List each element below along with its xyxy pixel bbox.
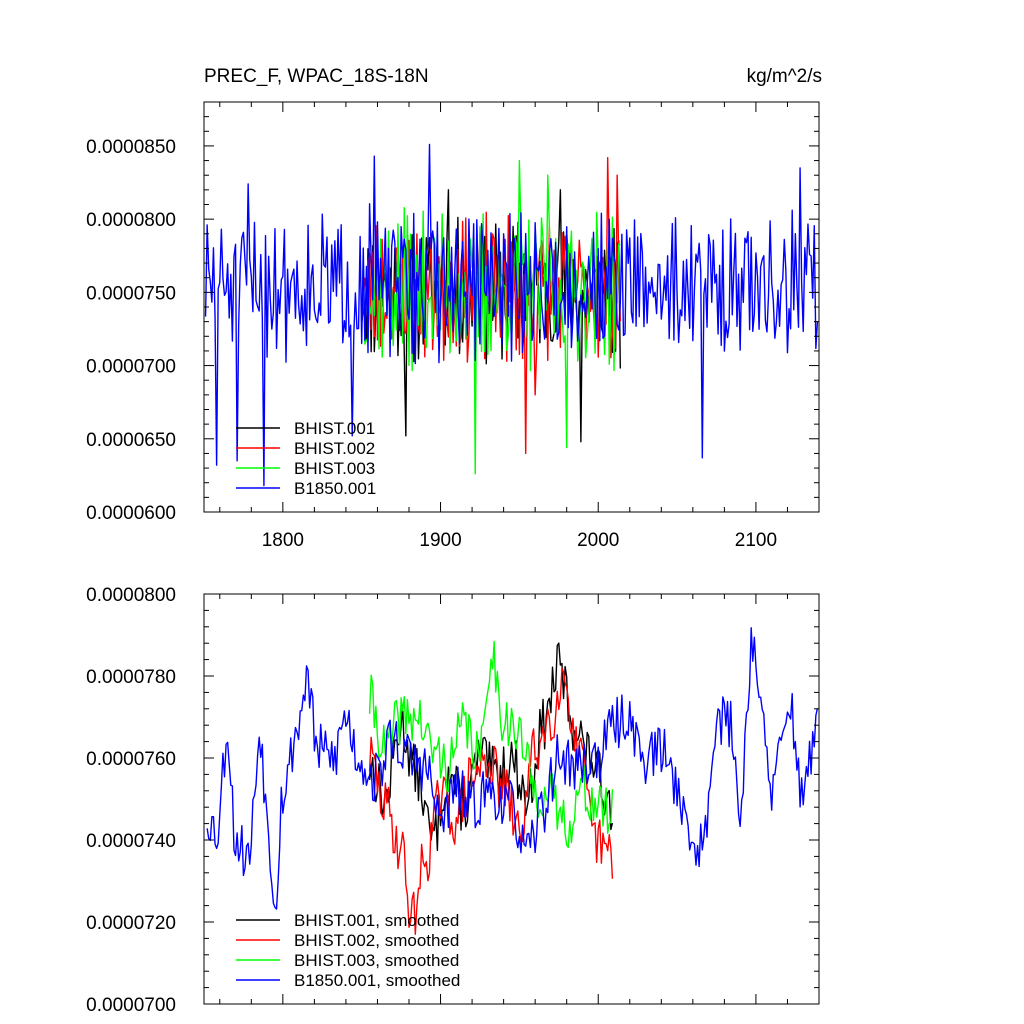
y-tick-label: 0.0000750	[86, 283, 176, 304]
legend-label: BHIST.003, smoothed	[294, 951, 459, 970]
series-line-bhist-002-smoothed	[368, 667, 614, 935]
top-panel-title: PREC_F, WPAC_18S-18N	[204, 66, 429, 87]
x-tick-label: 1800	[262, 530, 304, 551]
x-tick-label: 1900	[419, 530, 461, 551]
y-tick-label: 0.0000650	[86, 430, 176, 451]
x-tick-label: 2000	[577, 530, 619, 551]
y-tick-label: 0.0000760	[86, 749, 176, 770]
legend-label: B1850.001, smoothed	[294, 971, 460, 990]
y-tick-label: 0.0000800	[86, 585, 176, 606]
bottom-panel: 0.0000700 0.0000720 0.0000740 0.0000760 0.00…	[86, 585, 820, 1016]
top-panel-ticks	[204, 101, 820, 513]
series-line-bhist-003-smoothed	[368, 640, 614, 849]
top-panel-series-layer	[204, 143, 819, 487]
x-tick-label: 2100	[735, 530, 777, 551]
y-tick-label: 0.0000740	[86, 831, 176, 852]
y-tick-label: 0.0000600	[86, 503, 176, 524]
top-panel-tick-labels: 1800 1900 2000 2100 0.0000600 0.0000650 0.0000…	[86, 137, 777, 551]
y-tick-label: 0.0000800	[86, 210, 176, 231]
legend-label: BHIST.001, smoothed	[294, 911, 459, 930]
bottom-panel-series-layer	[206, 627, 819, 935]
bottom-panel-plot-area	[206, 627, 819, 935]
top-panel: PREC_F, WPAC_18S-18N kg/m^2/s 1800 1900 20…	[86, 66, 822, 551]
legend-label: BHIST.001	[294, 419, 375, 438]
bottom-panel-ticks	[204, 593, 820, 1005]
bottom-panel-tick-labels: 0.0000700 0.0000720 0.0000740 0.0000760 0.00…	[86, 585, 176, 1016]
y-tick-label: 0.0000700	[86, 357, 176, 378]
legend-label: BHIST.002	[294, 439, 375, 458]
series-line-b1850-001-smoothed	[206, 627, 819, 910]
legend-label: BHIST.003	[294, 459, 375, 478]
top-panel-plot-area	[204, 143, 819, 487]
legend-label: BHIST.002, smoothed	[294, 931, 459, 950]
top-panel-units: kg/m^2/s	[747, 66, 822, 87]
y-tick-label: 0.0000780	[86, 667, 176, 688]
series-line-b1850-001	[204, 143, 819, 487]
bottom-panel-frame	[203, 593, 820, 1005]
y-tick-label: 0.0000850	[86, 137, 176, 158]
legend-label: B1850.001	[294, 479, 376, 498]
y-tick-label: 0.0000700	[86, 995, 176, 1016]
y-tick-label: 0.0000720	[86, 913, 176, 934]
